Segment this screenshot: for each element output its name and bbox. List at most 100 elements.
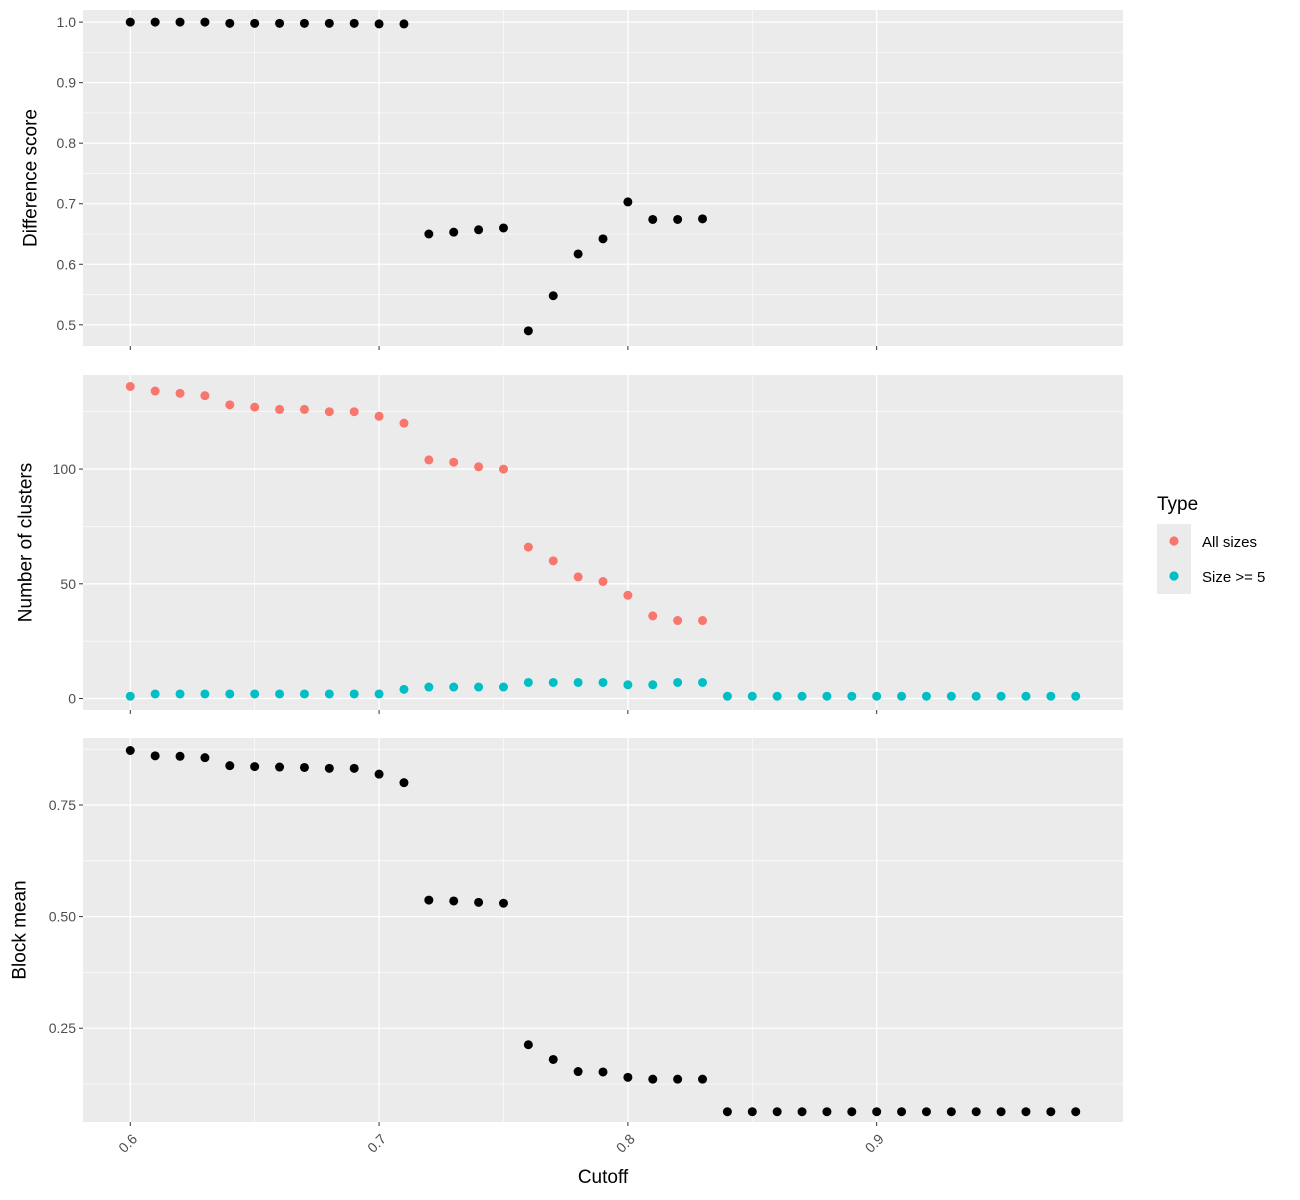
data-point [449,896,459,906]
data-point [946,691,956,701]
legend: Type All sizes Size >= 5 [1157,494,1265,594]
data-point [946,1107,956,1117]
data-point [125,17,135,27]
data-point [449,682,459,692]
data-point [996,1107,1006,1117]
data-point [324,18,334,28]
data-point [523,326,533,336]
data-point [200,753,210,763]
y-axis-title-number-of-clusters: Number of clusters [16,463,37,622]
data-point [225,18,235,28]
data-point [747,691,757,701]
panels-layer: 0.5 0.6 0.7 0.8 0.9 1.0 Difference score 0 50 100… [10,10,1123,1156]
data-point [175,17,185,27]
data-point [921,1107,931,1117]
data-point [698,616,708,626]
data-point [648,680,658,690]
data-point [747,1107,757,1117]
x-tick-label: 0.9 [862,1131,887,1156]
data-point [299,18,309,28]
data-point [548,1054,558,1064]
x-tick-label: 0.6 [115,1131,140,1156]
data-point [150,689,160,699]
legend-key-size-5 [1169,571,1179,581]
legend-label-size-5: Size >= 5 [1202,569,1265,586]
y-tick-label: 100 [53,461,77,477]
data-point [797,691,807,701]
data-point [971,1107,981,1117]
data-point [673,214,683,224]
data-point [275,404,285,414]
data-point [673,677,683,687]
data-point [598,1067,608,1077]
data-point [673,616,683,626]
data-point [548,677,558,687]
data-point [523,542,533,552]
data-point [872,691,882,701]
data-point [275,762,285,772]
data-point [623,680,633,690]
data-point [424,682,434,692]
data-point [847,1107,857,1117]
data-point [498,898,508,908]
data-point [474,897,484,907]
data-point [872,1107,882,1117]
data-point [374,19,384,29]
data-point [648,1074,658,1084]
data-point [797,1107,807,1117]
data-point [722,1107,732,1117]
data-point [125,746,135,756]
data-point [648,214,658,224]
data-point [324,689,334,699]
data-point [498,682,508,692]
data-point [573,572,583,582]
data-point [623,1072,633,1082]
legend-key-all-sizes [1169,536,1179,546]
x-tick-label: 0.8 [613,1131,638,1156]
data-point [1071,1107,1081,1117]
data-point [772,691,782,701]
y-tick-label: 0.9 [57,75,77,91]
panel-background [83,738,1123,1122]
panel-difference-score: 0.5 0.6 0.7 0.8 0.9 1.0 Difference score [21,10,1123,350]
data-point [125,691,135,701]
data-point [225,400,235,410]
data-point [1021,1107,1031,1117]
x-tick-label: 0.7 [364,1131,389,1156]
data-point [1021,691,1031,701]
data-point [449,227,459,237]
data-point [225,689,235,699]
y-axis-title-difference-score: Difference score [21,109,42,247]
data-point [1071,691,1081,701]
data-point [971,691,981,701]
y-axis-title-block-mean: Block mean [10,880,31,979]
data-point [349,18,359,28]
data-point [250,762,260,772]
legend-label-all-sizes: All sizes [1202,534,1257,551]
x-axis-title: Cutoff [578,1167,629,1188]
data-point [399,418,409,428]
data-point [374,769,384,779]
data-point [623,590,633,600]
data-point [324,763,334,773]
data-point [399,19,409,29]
data-point [498,464,508,474]
panel-background [83,10,1123,346]
data-point [772,1107,782,1117]
data-point [897,691,907,701]
data-point [822,1107,832,1117]
data-point [698,1074,708,1084]
data-point [474,225,484,235]
data-point [598,234,608,244]
data-point [623,197,633,207]
data-point [897,1107,907,1117]
data-point [822,691,832,701]
data-point [1046,1107,1056,1117]
panel-block-mean: 0.25 0.50 0.75 0.6 0.7 0.8 0.9 Block mean [10,738,1123,1156]
data-point [722,691,732,701]
data-point [648,611,658,621]
data-point [250,689,260,699]
data-point [175,388,185,398]
data-point [125,381,135,391]
